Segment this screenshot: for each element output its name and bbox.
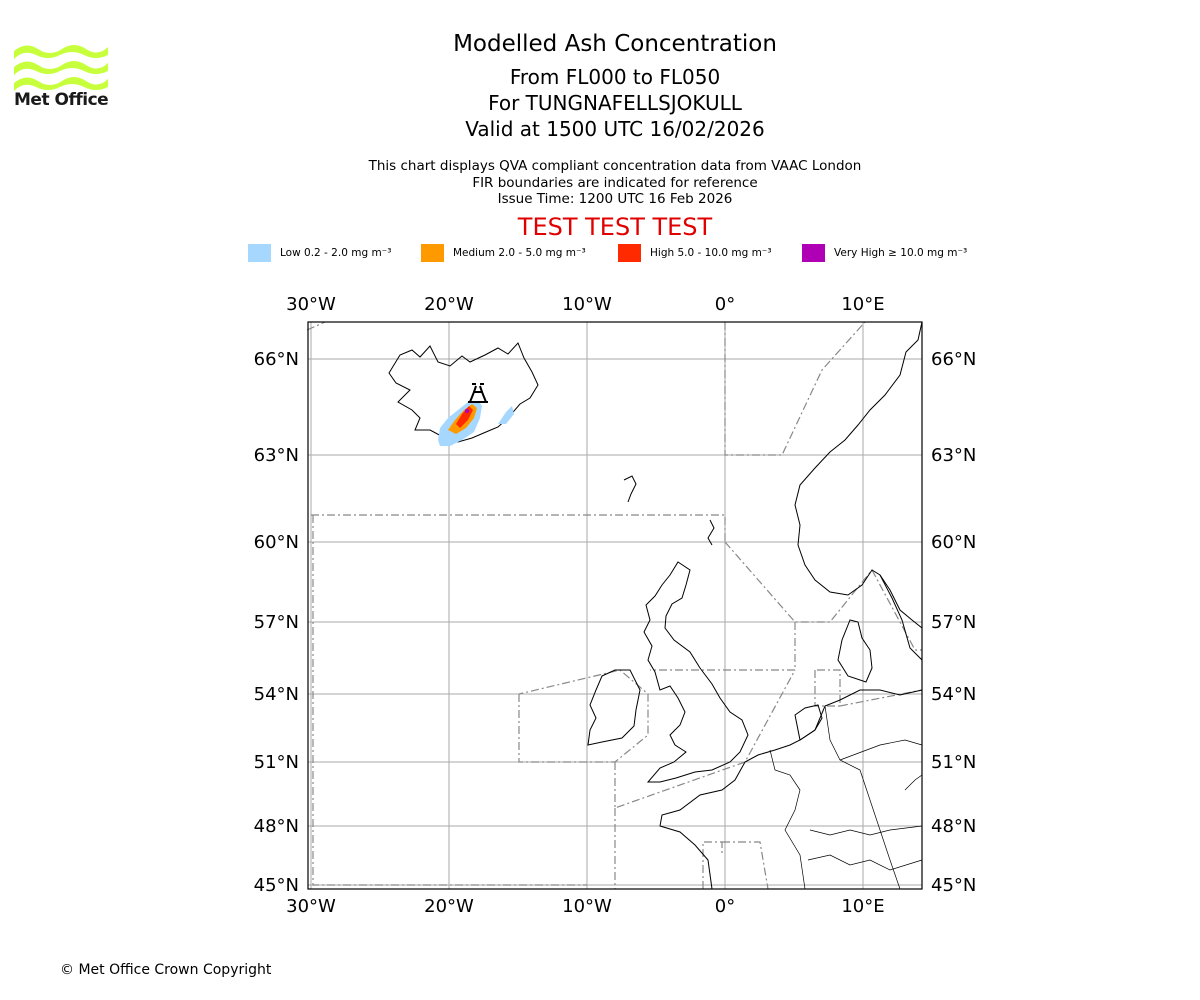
note-fir: FIR boundaries are indicated for referen…: [472, 175, 758, 191]
continent-coast: [659, 689, 923, 890]
lat-label-right: 45°N: [931, 875, 976, 896]
lon-label-top: 20°W: [424, 294, 474, 315]
lon-label-bottom: 10°E: [841, 896, 884, 917]
gridlines: [308, 322, 922, 889]
iceland-coast: [388, 342, 539, 443]
lat-label-left: 66°N: [254, 349, 299, 370]
norway-coast: [794, 321, 923, 629]
lat-label-right: 66°N: [931, 349, 976, 370]
faroe-coast: [623, 475, 637, 503]
lat-label-right: 51°N: [931, 752, 976, 773]
ireland-coast: [587, 669, 641, 746]
ash-plume-very-high: [464, 408, 470, 414]
lon-label-top: 30°W: [286, 294, 336, 315]
legend-swatch-very-high: [802, 244, 825, 262]
lat-label-left: 51°N: [254, 752, 299, 773]
lat-label-left: 48°N: [254, 816, 299, 837]
volcano-icon: [468, 383, 488, 403]
lat-label-right: 54°N: [931, 684, 976, 705]
legend-label-medium: Medium 2.0 - 5.0 mg m⁻³: [453, 247, 586, 259]
lon-label-bottom: 30°W: [286, 896, 336, 917]
lat-label-left: 63°N: [254, 445, 299, 466]
note-qva: This chart displays QVA compliant concen…: [368, 158, 862, 174]
legend-label-high: High 5.0 - 10.0 mg m⁻³: [650, 247, 772, 259]
volcano-label: For TUNGNAFELLSJOKULL: [488, 91, 742, 115]
denmark-coast: [837, 619, 873, 683]
sweden-coast: [879, 574, 923, 661]
lat-label-left: 60°N: [254, 532, 299, 553]
chart-title: Modelled Ash Concentration: [453, 31, 777, 57]
legend-swatch-medium: [421, 244, 444, 262]
map-frame: [307, 321, 923, 890]
valid-time: Valid at 1500 UTC 16/02/2026: [465, 117, 765, 141]
met-office-logo-icon: [14, 45, 108, 91]
lon-label-bottom: 20°W: [424, 896, 474, 917]
lat-label-right: 60°N: [931, 532, 976, 553]
lat-label-right: 57°N: [931, 612, 976, 633]
shetland-coast: [707, 519, 715, 546]
coastlines: [388, 321, 923, 890]
legend-swatch-low: [248, 244, 271, 262]
lat-label-left: 57°N: [254, 612, 299, 633]
great-britain-coast: [643, 561, 749, 783]
lon-label-top: 0°: [715, 294, 735, 315]
copyright: © Met Office Crown Copyright: [60, 962, 272, 978]
ash-plume-low-east: [498, 406, 514, 424]
flight-levels: From FL000 to FL050: [509, 65, 721, 89]
lon-label-top: 10°E: [841, 294, 884, 315]
lon-label-top: 10°W: [562, 294, 612, 315]
lat-label-right: 48°N: [931, 816, 976, 837]
fir-boundaries: [306, 321, 923, 890]
test-banner: TEST TEST TEST: [517, 213, 713, 241]
lon-label-bottom: 10°W: [562, 896, 612, 917]
lat-label-left: 45°N: [254, 875, 299, 896]
ash-plume: [438, 400, 514, 446]
lon-label-bottom: 0°: [715, 896, 735, 917]
logo-text: Met Office: [14, 90, 109, 110]
lat-label-right: 63°N: [931, 445, 976, 466]
netherlands-coast: [794, 704, 823, 741]
legend-label-low: Low 0.2 - 2.0 mg m⁻³: [280, 247, 392, 259]
issue-time: Issue Time: 1200 UTC 16 Feb 2026: [497, 191, 733, 207]
legend-swatch-high: [618, 244, 641, 262]
lat-label-left: 54°N: [254, 684, 299, 705]
legend-label-very-high: Very High ≥ 10.0 mg m⁻³: [834, 247, 968, 259]
